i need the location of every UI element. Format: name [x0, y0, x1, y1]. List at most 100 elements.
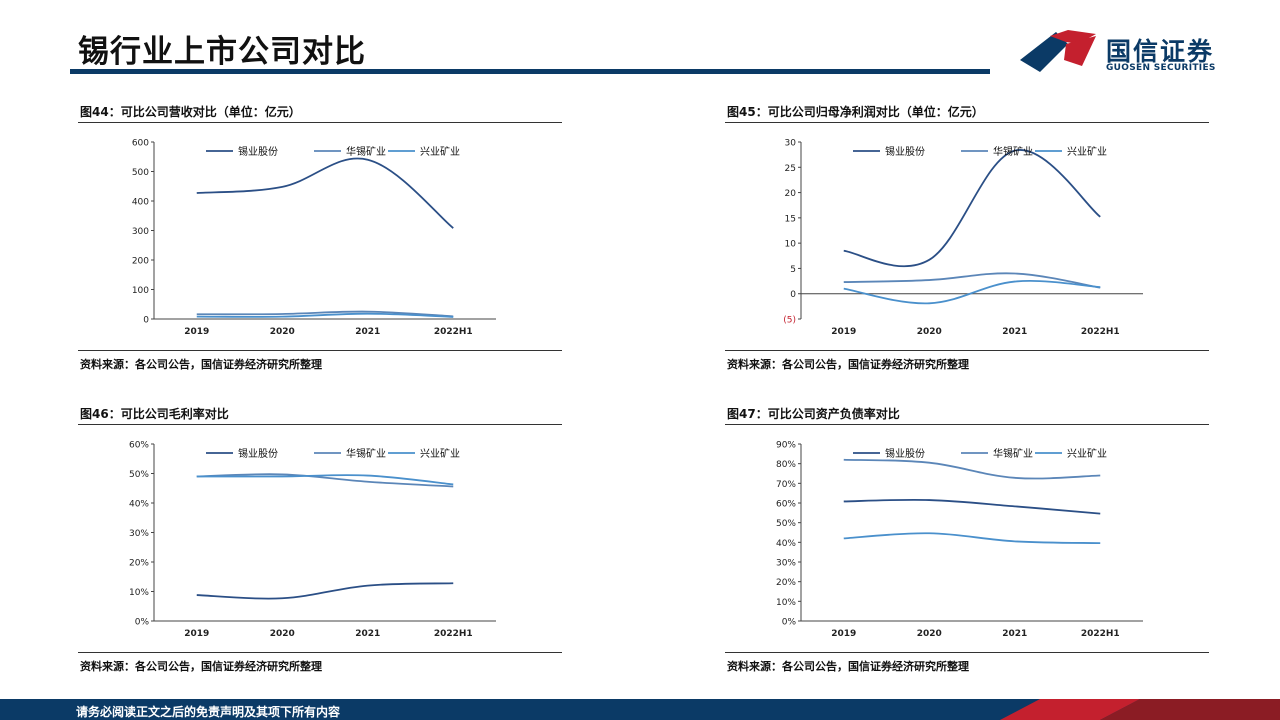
- legend-label: 兴业矿业: [420, 447, 460, 460]
- x-tick-label: 2020: [917, 327, 942, 337]
- y-tick-label: 400: [132, 198, 149, 208]
- y-tick-label: 5: [790, 265, 796, 275]
- y-tick-label: 50%: [776, 519, 796, 529]
- y-tick-label: 30: [785, 139, 797, 149]
- series-line-1: [843, 498, 1101, 515]
- chart-bottom-rule: [725, 652, 1209, 653]
- y-tick-label: 600: [132, 139, 149, 149]
- revenue-line-chart: 0 100 200 300 400 500 600 2019 2020 2021 2022H1 锡业股…: [132, 139, 496, 337]
- series-line-2: [843, 272, 1101, 289]
- chart-bottom-rule: [725, 350, 1209, 351]
- legend-label: 兴业矿业: [1067, 447, 1107, 460]
- legend-label: 锡业股份: [885, 447, 925, 460]
- y-tick-label: 300: [132, 227, 149, 237]
- y-tick-label: 10%: [129, 588, 149, 598]
- chart-bottom-rule: [78, 350, 562, 351]
- y-tick-label: 15: [785, 214, 796, 224]
- title-divider: [70, 69, 990, 74]
- chart-title: 图44：可比公司营收对比（单位：亿元）: [80, 105, 301, 119]
- debt-ratio-line-chart: 0% 10% 20% 30% 40% 50% 60% 70% 80% 90% 2019 2020 202…: [776, 441, 1143, 639]
- y-tick-label: 20: [785, 189, 797, 199]
- legend-label: 兴业矿业: [420, 145, 460, 158]
- chart-panel-gross-margin: 图46：可比公司毛利率对比 0% 10% 20% 30% 40% 50% 60% 2019 20…: [78, 402, 562, 680]
- legend-label: 兴业矿业: [1067, 145, 1107, 158]
- chart-panel-debt-ratio: 图47：可比公司资产负债率对比 0% 10% 20% 30% 40% 50% 60% 70% 8…: [725, 402, 1209, 680]
- y-tick-label: 0: [790, 290, 796, 300]
- guosen-logo-icon: [1020, 30, 1096, 72]
- y-tick-label: 40%: [776, 539, 796, 549]
- legend-label: 锡业股份: [238, 447, 278, 460]
- x-tick-label: 2019: [831, 327, 856, 337]
- chart-top-rule: [725, 122, 1209, 123]
- legend-label: 华锡矿业: [993, 447, 1033, 460]
- x-tick-label: 2019: [184, 629, 209, 639]
- legend-label: 锡业股份: [238, 145, 278, 158]
- y-tick-label: 50%: [129, 470, 149, 480]
- x-tick-label: 2022H1: [434, 327, 473, 337]
- x-tick-label: 2019: [831, 629, 856, 639]
- series-line-1: [843, 149, 1101, 268]
- chart-source: 资料来源：各公司公告，国信证券经济研究所整理: [727, 358, 969, 371]
- series-line-3: [843, 532, 1101, 545]
- x-tick-label: 2022H1: [1081, 327, 1120, 337]
- series-line-2: [843, 458, 1101, 480]
- x-tick-label: 2019: [184, 327, 209, 337]
- footer-disclaimer: 请务必阅读正文之后的免责声明及其项下所有内容: [76, 705, 341, 719]
- footer-bar: [0, 699, 1280, 720]
- series-line-1: [196, 157, 454, 229]
- x-tick-label: 2021: [355, 327, 380, 337]
- chart-panel-net-profit: 图45：可比公司归母净利润对比（单位：亿元） (5) 0 5 10 15 20 25 30 20…: [725, 100, 1209, 378]
- y-tick-label: 25: [785, 164, 796, 174]
- y-tick-label: (5): [783, 316, 796, 326]
- y-tick-label: 10: [785, 240, 797, 250]
- x-tick-label: 2022H1: [1081, 629, 1120, 639]
- y-tick-label: 0%: [782, 618, 797, 628]
- y-tick-label: 100: [132, 286, 149, 296]
- y-tick-label: 60%: [129, 441, 149, 451]
- chart-source: 资料来源：各公司公告，国信证券经济研究所整理: [727, 660, 969, 673]
- legend-label: 华锡矿业: [346, 145, 386, 158]
- chart-source: 资料来源：各公司公告，国信证券经济研究所整理: [80, 660, 322, 673]
- y-tick-label: 10%: [776, 598, 796, 608]
- legend-label: 华锡矿业: [993, 145, 1033, 158]
- y-tick-label: 60%: [776, 500, 796, 510]
- x-tick-label: 2022H1: [434, 629, 473, 639]
- y-tick-label: 40%: [129, 500, 149, 510]
- y-tick-label: 0%: [135, 618, 150, 628]
- brand-name: 国信证券: [1106, 37, 1215, 66]
- series-line-3: [196, 312, 454, 318]
- series-line-2: [196, 473, 454, 488]
- legend-label: 锡业股份: [885, 145, 925, 158]
- x-tick-label: 2020: [270, 629, 295, 639]
- series-line-1: [196, 582, 454, 600]
- series-line-2: [196, 310, 454, 318]
- chart-source: 资料来源：各公司公告，国信证券经济研究所整理: [80, 358, 322, 371]
- chart-title: 图47：可比公司资产负债率对比: [727, 407, 900, 421]
- y-tick-label: 90%: [776, 441, 796, 451]
- page-title: 锡行业上市公司对比: [78, 34, 366, 70]
- series-line-3: [196, 474, 454, 486]
- x-tick-label: 2020: [917, 629, 942, 639]
- chart-bottom-rule: [78, 652, 562, 653]
- x-tick-label: 2021: [1002, 629, 1027, 639]
- chart-title: 图45：可比公司归母净利润对比（单位：亿元）: [727, 105, 984, 119]
- x-tick-label: 2021: [355, 629, 380, 639]
- x-tick-label: 2020: [270, 327, 295, 337]
- x-tick-label: 2021: [1002, 327, 1027, 337]
- gross-margin-line-chart: 0% 10% 20% 30% 40% 50% 60% 2019 2020 2021 2022H1 锡业…: [129, 441, 496, 639]
- brand-subtitle: GUOSEN SECURITIES: [1106, 63, 1216, 73]
- y-tick-label: 200: [132, 257, 149, 267]
- y-tick-label: 30%: [129, 529, 149, 539]
- chart-title: 图46：可比公司毛利率对比: [80, 407, 229, 421]
- legend-label: 华锡矿业: [346, 447, 386, 460]
- y-tick-label: 20%: [776, 578, 796, 588]
- chart-top-rule: [78, 424, 562, 425]
- series-line-3: [843, 280, 1101, 305]
- y-tick-label: 70%: [776, 480, 796, 490]
- y-tick-label: 20%: [129, 559, 149, 569]
- y-tick-label: 500: [132, 168, 149, 178]
- y-tick-label: 0: [143, 316, 149, 326]
- y-tick-label: 80%: [776, 460, 796, 470]
- chart-top-rule: [725, 424, 1209, 425]
- y-tick-label: 30%: [776, 559, 796, 569]
